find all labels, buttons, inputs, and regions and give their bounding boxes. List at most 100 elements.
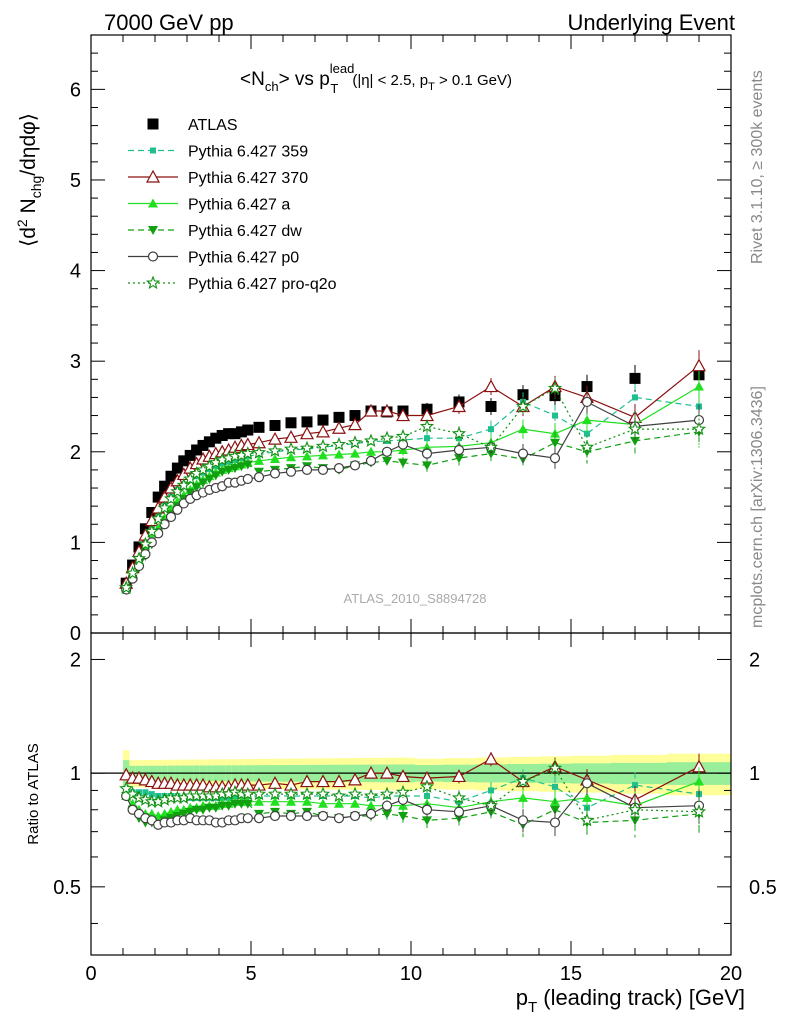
series-0-point: [223, 428, 235, 440]
series-6-point: [379, 430, 395, 445]
ratio-series-4-point: [381, 800, 393, 811]
series-5-point: [581, 396, 593, 408]
ratio-series-5-point: [331, 788, 347, 802]
series-4-point: [382, 456, 392, 466]
side-label-mcplots: mcplots.cern.ch [arXiv:1306.3436]: [749, 386, 766, 628]
ratio-series-0-point: [219, 794, 226, 801]
ratio-series-3-point: [236, 799, 247, 809]
ratio-y-tick-label-right: 0.5: [749, 877, 777, 899]
ratio-series-1-point: [363, 765, 379, 779]
series-6-point: [515, 398, 531, 413]
ratio-series-5-point: [138, 792, 153, 806]
series-4-point: [230, 464, 240, 474]
main-y-tick-label: 4: [70, 261, 81, 283]
legend: ATLAS Pythia 6.427 359 Pythia 6.427 370 Pyt…: [128, 117, 337, 293]
x-tick-label: 20: [720, 963, 742, 985]
series-6-point: [395, 428, 411, 443]
ratio-series-0-point: [225, 794, 232, 801]
ratio-series-1-point: [299, 774, 315, 788]
series-1-point: [232, 456, 238, 463]
ratio-series-5: [119, 759, 707, 836]
series-1-point: [212, 463, 219, 470]
header-right: Underlying Event: [567, 10, 735, 35]
series-6-point: [138, 536, 153, 551]
ratio-series-3-point: [198, 805, 208, 815]
series-5-point: [242, 473, 253, 485]
series-0-point: [349, 410, 361, 422]
series-0-point: [159, 480, 171, 492]
series-6-point: [267, 443, 283, 457]
ratio-series-0-point: [424, 792, 430, 799]
ratio-series-3-point: [422, 816, 432, 826]
main-panel: 0 1 2 3 4 5 6 <Nch> vs plead T (|η| < 2.5, pT > …: [14, 34, 732, 645]
series-3-point: [518, 424, 528, 434]
series-6-point: [119, 580, 134, 594]
series-3-point: [582, 415, 592, 425]
ratio-series-5-point: [347, 786, 363, 801]
ratio-series-1-point: [331, 774, 347, 788]
ratio-series-2-point: [694, 776, 704, 786]
series-4-point: [398, 458, 408, 468]
ratio-series-5-point: [691, 804, 707, 818]
series-6-point: [144, 523, 159, 538]
series-6-point: [363, 433, 379, 448]
series-6-point: [299, 440, 315, 455]
main-y-tick-label: 3: [70, 351, 81, 373]
ratio-series-2-point: [286, 796, 296, 806]
series-6-point: [483, 439, 499, 454]
ratio-y-tick-label-right: 1: [749, 763, 760, 785]
series-3-point: [334, 449, 344, 459]
series-1-point: [424, 435, 430, 442]
series-6-point: [151, 511, 166, 525]
series-0-point: [301, 416, 313, 428]
series-0-point: [253, 421, 265, 433]
ratio-series-1-point: [119, 767, 134, 781]
series-6-point: [691, 421, 707, 436]
ratio-series-2-point: [318, 798, 328, 808]
ratio-series-4-point: [549, 817, 561, 828]
series-0-point: [485, 400, 497, 412]
series-4-point: [454, 454, 464, 464]
ratio-series-4-point: [517, 815, 529, 826]
ratio-series-5-point: [315, 786, 331, 801]
series-0-point: [317, 414, 329, 426]
series-2-point: [483, 379, 499, 393]
ratio-series-4-point: [317, 810, 329, 822]
series-0-point: [235, 426, 247, 438]
ratio-series-5-point: [299, 786, 315, 801]
ratio-y-tick-label: 0.5: [53, 877, 81, 899]
ratio-series-1-point: [395, 769, 411, 783]
series-5-point: [453, 444, 465, 456]
series-5-point: [549, 453, 561, 464]
series-6-point: [347, 435, 363, 449]
ratio-series-4-point: [453, 806, 465, 817]
series-0-point: [216, 429, 228, 441]
series-2-point: [299, 426, 315, 440]
ratio-series-2-point: [518, 792, 528, 802]
series-0-point: [152, 491, 164, 503]
main-y-axis: 0 1 2 3 4 5 6: [70, 52, 731, 645]
series-6-point: [163, 491, 179, 506]
legend-marker: [147, 251, 159, 262]
header-left: 7000 GeV pp: [104, 10, 234, 35]
ratio-panel: 0.5 0.5 1 1 2 2 0 5 10 15 20 Ratio to ATLAS pT (l…: [25, 632, 777, 1016]
main-title: <Nch> vs plead T (|η| < 2.5, pT > 0.1 GeV): [240, 61, 512, 96]
series-6-point: [451, 426, 467, 440]
series-3-point: [270, 454, 280, 464]
ratio-series-5-point: [451, 790, 467, 804]
series-5-point: [269, 468, 281, 479]
ratio-series-4: [121, 772, 705, 837]
series-5-point: [317, 464, 329, 476]
series-3-point: [254, 455, 264, 465]
series-0-point: [203, 436, 215, 448]
ratio-series-3-point: [185, 807, 196, 817]
series-5-point: [349, 460, 361, 471]
main-frame: [90, 34, 732, 634]
series-0-point: [285, 417, 297, 429]
ratio-series-1-point: [483, 751, 499, 765]
legend-marker: [147, 118, 159, 130]
ratio-series-5-point: [119, 781, 134, 795]
legend-label: Pythia 6.427 p0: [188, 250, 299, 267]
ratio-series-5-point: [579, 812, 595, 827]
ratio-series-3-point: [230, 799, 240, 809]
